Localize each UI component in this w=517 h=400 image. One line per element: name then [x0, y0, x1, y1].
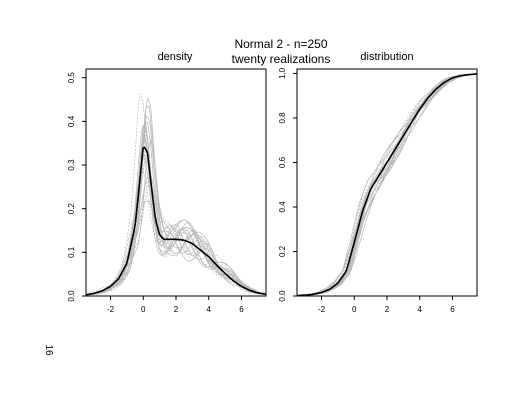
realization-curve [85, 164, 267, 295]
realization-curve [297, 73, 477, 296]
x-tick-label: 4 [418, 305, 423, 314]
realization-curve [85, 150, 267, 295]
y-tick-label: 0.4 [278, 201, 287, 213]
true-curve [85, 146, 267, 296]
realization-curve [297, 73, 478, 296]
true-curve [296, 73, 478, 297]
x-tick-label: 6 [450, 305, 455, 314]
x-tick-label: -2 [318, 305, 326, 314]
y-tick-label: 0.4 [67, 115, 76, 127]
x-tick-label: 0 [352, 305, 357, 314]
x-tick-label: 2 [174, 305, 179, 314]
realization-curve [296, 73, 478, 296]
y-tick-label: 0.1 [67, 246, 76, 258]
realization-curve [85, 139, 267, 295]
realization-curve [297, 73, 478, 296]
realization-curve [297, 73, 478, 296]
page-number: 16 [43, 344, 54, 356]
y-tick-label: 0.3 [67, 159, 76, 171]
realization-curve [85, 132, 267, 295]
x-tick-label: 0 [141, 305, 146, 314]
y-tick-label: 1.0 [278, 67, 287, 79]
realization-curve [297, 73, 478, 296]
figure-title-line1: Normal 2 - n=250 [234, 37, 327, 51]
density-panel-title: density [158, 51, 193, 63]
realization-curve [85, 125, 267, 295]
realization-curve [296, 73, 477, 296]
figure-title-line2: twenty realizations [232, 52, 331, 66]
realization-curve [85, 139, 267, 295]
realization-curve [297, 73, 478, 296]
realization-curve [86, 143, 267, 296]
y-tick-label: 0.2 [67, 203, 76, 215]
realization-curve [297, 73, 478, 296]
realization-curve [85, 92, 267, 295]
x-tick-label: 4 [207, 305, 212, 314]
density-panel: density -2 0 2 4 6 0.0 0.1 0.2 0.3 0.4 0.5 [67, 51, 267, 314]
y-tick-label: 0.5 [67, 72, 76, 84]
realization-curve [297, 73, 478, 296]
y-tick-label: 0.0 [67, 290, 76, 302]
distribution-panel: distribution -2 0 2 4 6 0.0 0.2 0.4 0.6 0.8 1.0 [278, 51, 478, 314]
realization-curve [85, 121, 267, 295]
realization-curve [85, 122, 267, 295]
x-tick-label: 6 [239, 305, 244, 314]
realization-curve [86, 97, 267, 296]
realization-curve [296, 73, 477, 296]
realization-curve [296, 73, 478, 296]
realization-curve [86, 123, 267, 296]
y-tick-label: 0.8 [278, 112, 287, 124]
realization-curve [86, 175, 267, 295]
realization-curve [297, 73, 478, 296]
realization-curve [297, 73, 478, 296]
realization-curve [86, 105, 267, 296]
x-tick-label: -2 [107, 305, 115, 314]
y-tick-label: 0.6 [278, 156, 287, 168]
plot-frame [296, 68, 478, 297]
plot-frame [85, 68, 267, 297]
realization-curve [296, 73, 477, 296]
realization-curve [296, 73, 477, 296]
realization-curve [297, 73, 478, 296]
x-tick-label: 2 [385, 305, 390, 314]
realization-curve [297, 73, 477, 296]
realization-curve [85, 114, 267, 296]
realization-curve [297, 73, 478, 296]
realization-curve [297, 73, 478, 296]
distribution-panel-title: distribution [360, 51, 413, 63]
y-tick-label: 0.0 [278, 290, 287, 302]
y-tick-label: 0.2 [278, 245, 287, 257]
